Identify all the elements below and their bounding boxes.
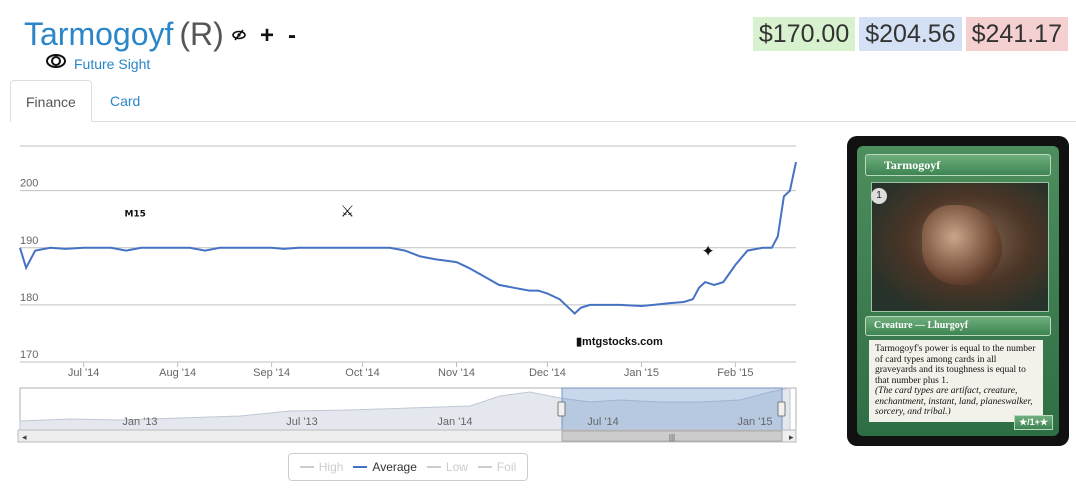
scroll-left-arrow-icon[interactable]: ◂ bbox=[22, 432, 27, 442]
average-price-badge: $204.56 bbox=[859, 17, 962, 51]
tab-card[interactable]: Card bbox=[110, 93, 141, 109]
navigator-tick-label: Jan '15 bbox=[737, 416, 772, 428]
title-actions: + - bbox=[232, 24, 296, 48]
remove-button[interactable]: - bbox=[288, 22, 297, 49]
khans-set-icon: ⚔ bbox=[340, 201, 354, 220]
x-tick-label: Feb '15 bbox=[717, 367, 753, 379]
low-price-badge: $170.00 bbox=[752, 17, 856, 51]
high-price-badge: $241.17 bbox=[965, 17, 1068, 51]
navigator-tick-label: Jul '14 bbox=[587, 416, 618, 428]
x-tick-label: Jul '14 bbox=[68, 367, 99, 379]
price-chart: 170 180 190 200 Jul '14 Aug '14 Sep '14 Oct '14… bbox=[17, 145, 797, 443]
mana-cost-icon: 1 bbox=[871, 188, 887, 204]
page-title: Tarmogoyf (R) bbox=[24, 14, 224, 54]
add-button[interactable]: + bbox=[260, 22, 275, 49]
m15-set-icon: M15 bbox=[124, 209, 145, 219]
card-power-toughness: ★/1+★ bbox=[1014, 415, 1053, 430]
x-tick-label: Dec '14 bbox=[529, 367, 566, 379]
x-tick-label: Jan '15 bbox=[624, 367, 659, 379]
set-name-link[interactable]: Future Sight bbox=[74, 55, 151, 72]
fate-reforged-set-icon: ✦ bbox=[701, 241, 714, 260]
rules-text: Tarmogoyf's power is equal to the number… bbox=[875, 344, 1036, 386]
legend-average[interactable]: Average bbox=[353, 460, 417, 474]
card-name-link[interactable]: Tarmogoyf bbox=[24, 16, 174, 52]
navigator-right-handle[interactable] bbox=[777, 401, 786, 417]
future-sight-set-icon bbox=[46, 54, 66, 73]
navigator-tick-label: Jan '13 bbox=[122, 416, 157, 428]
y-tick-label: 180 bbox=[20, 292, 38, 304]
card-image-title: Tarmogoyf bbox=[865, 154, 1051, 176]
scrollbar-thumb[interactable] bbox=[561, 430, 783, 442]
navigator-tick-label: Jan '14 bbox=[437, 416, 472, 428]
legend-low[interactable]: Low bbox=[426, 460, 468, 474]
series-average-line bbox=[19, 161, 797, 315]
set-row: Future Sight bbox=[46, 54, 150, 73]
tab-bar: Finance Card bbox=[10, 80, 1076, 122]
card-type-line: Creature — Lhurgoyf bbox=[865, 316, 1051, 336]
scroll-right-arrow-icon[interactable]: ▸ bbox=[789, 432, 794, 442]
y-tick-label: 190 bbox=[20, 235, 38, 247]
card-image: Tarmogoyf 1 Creature — Lhurgoyf Tarmogoy… bbox=[847, 136, 1069, 446]
card-rules-text: Tarmogoyf's power is equal to the number… bbox=[869, 340, 1043, 422]
x-tick-label: Oct '14 bbox=[345, 367, 380, 379]
x-tick-label: Aug '14 bbox=[159, 367, 196, 379]
navigator-tick-label: Jul '13 bbox=[286, 416, 317, 428]
navigator-area bbox=[19, 387, 791, 431]
y-tick-label: 170 bbox=[20, 349, 38, 361]
x-tick-label: Nov '14 bbox=[438, 367, 475, 379]
card-artist: Justin Murray bbox=[907, 413, 950, 420]
chart-legend: High Average Low Foil bbox=[288, 453, 528, 481]
reminder-text: (The card types are artifact, creature, … bbox=[875, 386, 1033, 417]
x-tick-label: Sep '14 bbox=[253, 367, 290, 379]
rarity-label: (R) bbox=[179, 16, 224, 52]
legend-high[interactable]: High bbox=[299, 460, 343, 474]
scrollbar-grip-icon: ||| bbox=[669, 433, 675, 442]
tab-finance[interactable]: Finance bbox=[10, 80, 92, 122]
price-summary: $170.00 $204.56 $241.17 bbox=[752, 17, 1068, 51]
watermark: ▮mtgstocks.com bbox=[576, 336, 663, 348]
y-tick-label: 200 bbox=[20, 178, 38, 190]
legend-foil[interactable]: Foil bbox=[477, 460, 516, 474]
eye-slash-icon[interactable] bbox=[232, 24, 246, 48]
card-art bbox=[871, 182, 1049, 312]
navigator-left-handle[interactable] bbox=[557, 401, 566, 417]
